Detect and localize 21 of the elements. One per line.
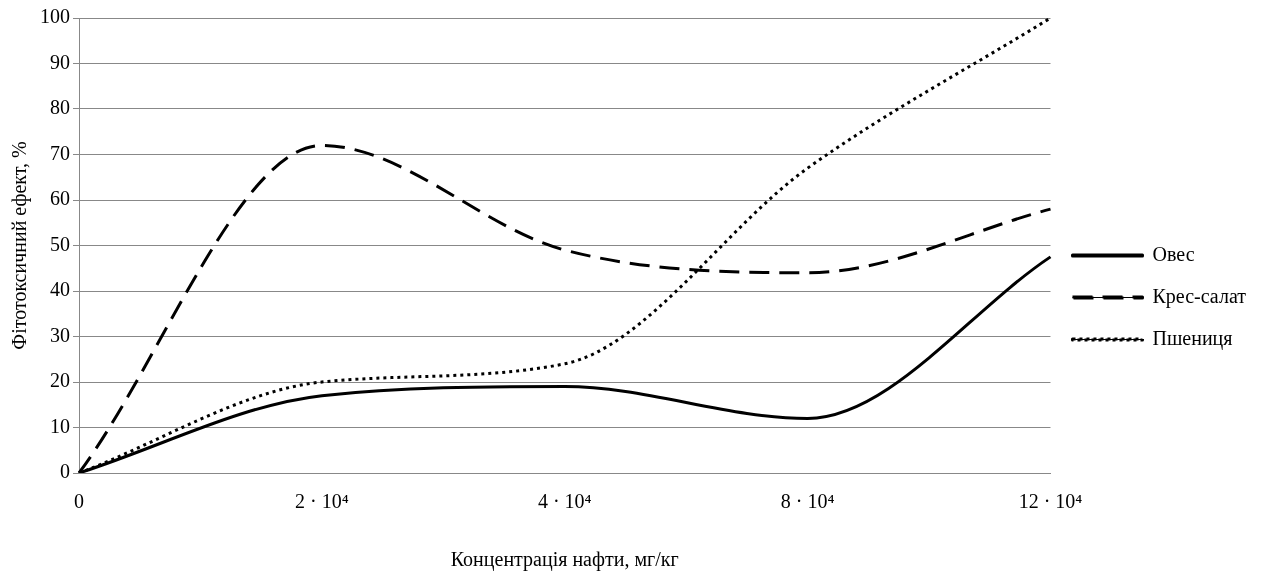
legend-label: Пшениця [1152,326,1233,350]
y-axis-title: Фітотоксичний ефект, % [8,141,32,350]
y-tick-label: 80 [50,96,70,119]
legend-label: Овес [1152,242,1195,265]
x-tick-label: 0 [74,490,84,513]
x-tick-label: 8 · 10⁴ [780,490,835,513]
y-tick-label: 60 [50,187,70,210]
x-axis-title: Концентрація нафти, мг/кг [450,548,679,572]
y-tick-label: 30 [50,323,70,346]
legend-label: Крес-салат [1152,284,1247,308]
x-tick-label: 4 · 10⁴ [537,490,592,513]
y-tick-label: 40 [50,278,70,301]
y-tick-label: 20 [50,369,70,392]
y-tick-label: 100 [40,5,70,28]
x-tick-label: 2 · 10⁴ [295,490,349,513]
y-tick-label: 0 [60,460,70,483]
y-tick-label: 10 [50,414,70,437]
y-tick-label: 50 [50,232,70,255]
y-tick-label: 90 [50,50,70,73]
y-tick-label: 70 [50,141,70,164]
x-tick-label: 12 · 10⁴ [1018,490,1083,513]
